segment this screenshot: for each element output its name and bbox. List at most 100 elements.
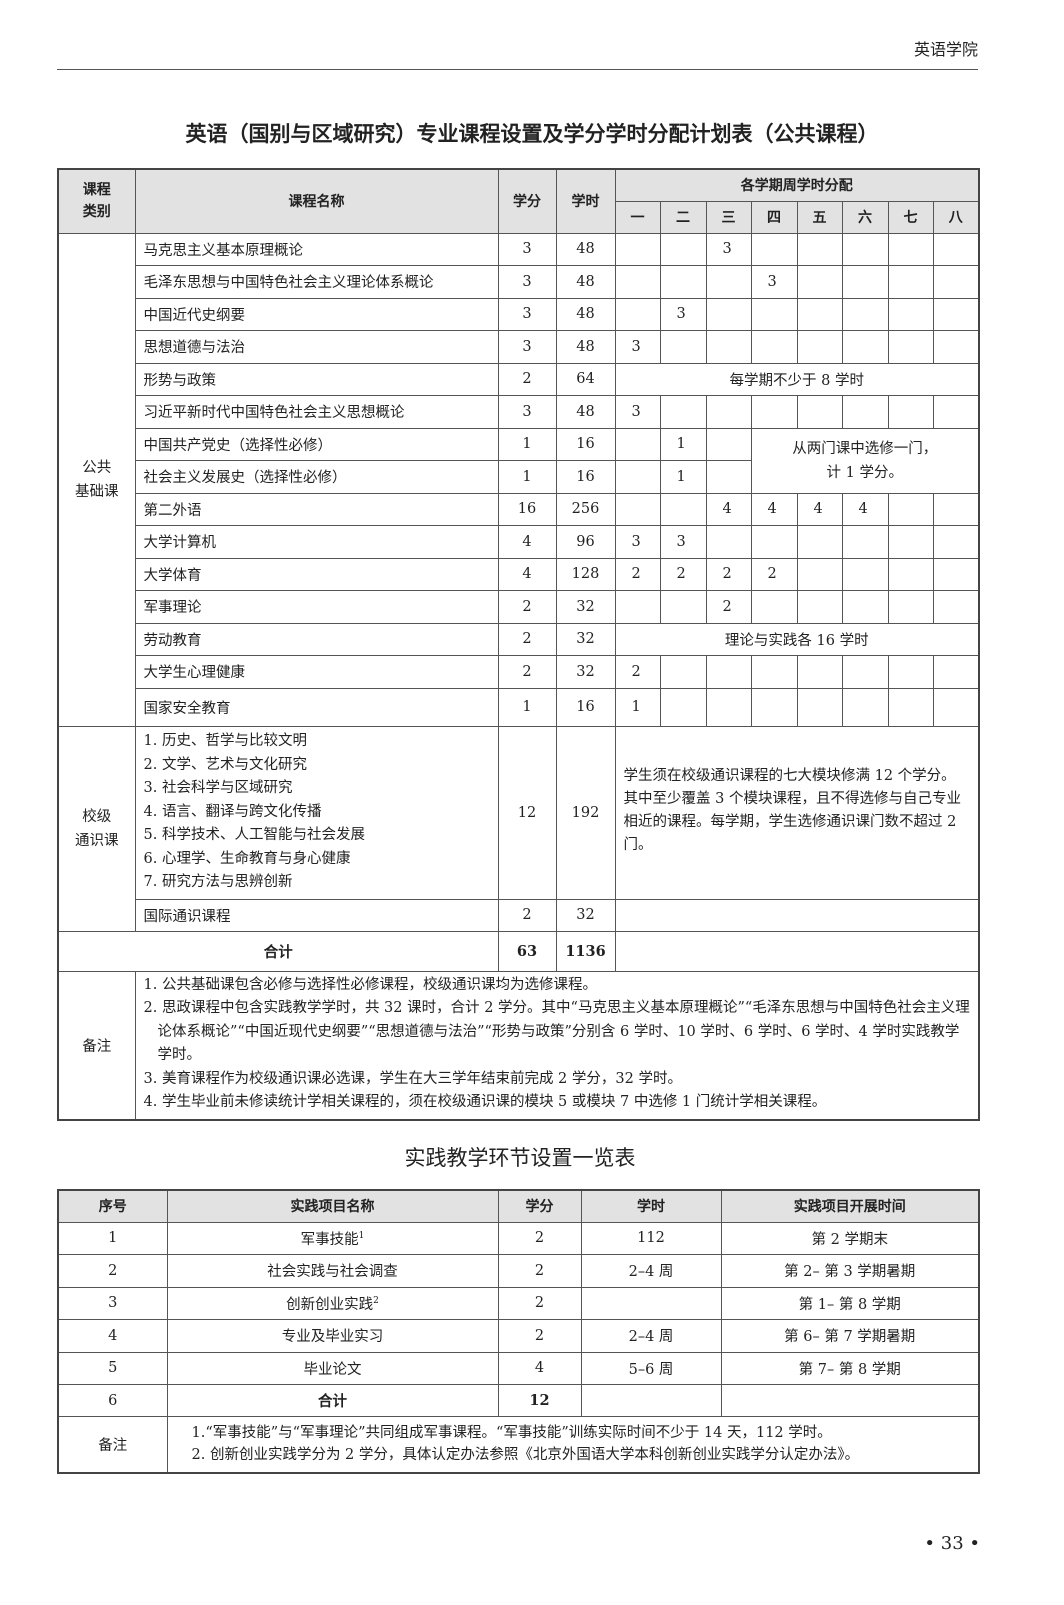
semester-hours — [614, 427, 661, 461]
semester-hours — [841, 265, 889, 299]
semester-hours: 2 — [614, 655, 661, 689]
practice-time: 第 7– 第 8 学期 — [720, 1351, 980, 1385]
course-name: 国家安全教育 — [134, 687, 499, 727]
semester-hours — [841, 590, 889, 624]
semester-hours — [705, 460, 752, 494]
semester-hours — [887, 297, 934, 331]
elective-note: 从两门课中选修一门， 计 1 学分。 — [750, 427, 980, 494]
course-credits: 1 — [497, 460, 557, 494]
course-credits: 2 — [497, 362, 557, 396]
course-hours: 48 — [555, 297, 616, 331]
semester-hours: 2 — [705, 557, 752, 591]
course-name: 中国近代史纲要 — [134, 297, 499, 331]
intl-hours: 32 — [555, 898, 616, 932]
practice-name-text: 毕业论文 — [303, 1361, 362, 1378]
practice-name: 社会实践与社会调查 — [166, 1254, 499, 1288]
empty-cell — [614, 898, 980, 932]
semester-hours: 4 — [841, 492, 889, 526]
total-credits: 63 — [497, 930, 557, 972]
page-number: • 33 • — [924, 1533, 980, 1554]
practice-time: 第 2 学期末 — [720, 1221, 980, 1255]
row-number: 5 — [57, 1351, 168, 1385]
header-row: 课程 类别 课程名称 学分 学时 各学期周学时分配 — [57, 168, 980, 234]
semester-hours — [659, 492, 707, 526]
course-row: 公共 基础课 马克思主义基本原理概论 3 48 3 — [57, 232, 980, 727]
header-semester-2: 二 — [659, 200, 707, 234]
course-name: 习近平新时代中国特色社会主义思想概论 — [134, 395, 499, 429]
course-row: 军事理论 2 32 2 — [58, 590, 980, 624]
header-rule — [57, 69, 978, 70]
category-gen-ed: 校级 通识课 — [57, 725, 136, 932]
intl-credits: 2 — [497, 898, 557, 932]
header-col-1: 序号 — [57, 1189, 168, 1223]
semester-hours — [932, 232, 980, 266]
gen-ed-modules: 1. 历史、哲学与比较文明 2. 文学、艺术与文化研究 3. 社会科学与区域研究… — [134, 725, 499, 900]
course-credits: 3 — [497, 232, 557, 266]
semester-hours: 4 — [750, 492, 798, 526]
practice-row: 4 专业及毕业实习 2 2–4 周第 6– 第 7 学期暑期 — [57, 1319, 980, 1353]
course-row: 形势与政策 2 64 每学期不少于 8 学时 — [58, 362, 980, 396]
practice-credits: 4 — [497, 1351, 582, 1385]
intl-row: 国际通识课程 2 32 — [58, 898, 980, 932]
header-col-2: 实践项目名称 — [166, 1189, 499, 1223]
course-name: 劳动教育 — [134, 622, 499, 656]
semester-hours — [750, 232, 798, 266]
header-semester-4: 四 — [750, 200, 798, 234]
semester-hours — [932, 525, 980, 559]
remark-item: 2. 思政课程中包含实践教学学时，共 32 课时，合计 2 学分。其中“马克思主… — [143, 1000, 970, 1063]
course-credits: 16 — [497, 492, 557, 526]
semester-hours — [932, 492, 980, 526]
course-credits: 4 — [497, 525, 557, 559]
course-name: 思想道德与法治 — [134, 330, 499, 364]
running-header: 英语学院 — [913, 40, 978, 59]
semester-hours — [932, 557, 980, 591]
course-hours: 16 — [555, 427, 616, 461]
practice-hours: 5–6 周 — [580, 1351, 722, 1385]
empty-cell — [614, 930, 980, 972]
header-col-5: 实践项目开展时间 — [720, 1189, 980, 1223]
practice-time: 第 2– 第 3 学期暑期 — [720, 1254, 980, 1288]
course-name: 大学生心理健康 — [134, 655, 499, 689]
semester-hours — [841, 395, 889, 429]
semester-hours — [705, 427, 752, 461]
remarks-content: 1. 公共基础课包含必修与选择性必修课程，校级通识课均为选修课程。 2. 思政课程… — [134, 970, 980, 1120]
remark-item: 2. 创新创业实践学分为 2 学分，具体认定办法参照《北京外国语大学本科创新创业… — [191, 1447, 860, 1464]
course-hours: 48 — [555, 232, 616, 266]
header-row: 一二三四五六七八 — [58, 200, 980, 234]
semester-hours: 4 — [796, 492, 843, 526]
course-row: 中国共产党史（选择性必修） 1 16 1 从两门课中选修一门， 计 1 学分。 — [58, 427, 980, 494]
practice-credits: 2 — [497, 1319, 582, 1353]
semester-hours — [750, 687, 798, 727]
semester-hours — [932, 687, 980, 727]
practice-hours — [580, 1286, 722, 1320]
practice-row: 1 军事技能1 2 112 第 2 学期末 — [57, 1221, 980, 1255]
header-name: 课程名称 — [134, 168, 499, 234]
semester-hours — [796, 297, 843, 331]
semester-hours — [887, 655, 934, 689]
gen-ed-note: 学生须在校级通识课程的七大模块修满 12 个学分。其中至少覆盖 3 个模块课程，… — [614, 725, 980, 900]
total-label: 合计 — [166, 1384, 499, 1417]
semester-hours — [887, 395, 934, 429]
gen-ed-hours: 192 — [555, 725, 616, 900]
practice-name-text: 社会实践与社会调查 — [267, 1264, 398, 1281]
practice-name: 创新创业实践2 — [166, 1286, 499, 1320]
course-row: 思想道德与法治 3 48 3 — [58, 330, 980, 364]
semester-hours — [887, 557, 934, 591]
practice-name: 专业及毕业实习 — [166, 1319, 499, 1353]
practice-credits: 2 — [497, 1254, 582, 1288]
course-row: 习近平新时代中国特色社会主义思想概论 3 48 3 — [58, 395, 980, 429]
semester-hours — [887, 265, 934, 299]
semester-hours — [659, 265, 707, 299]
row-number: 2 — [57, 1254, 168, 1288]
semester-note: 每学期不少于 8 学时 — [614, 362, 980, 396]
header-row: 序号 实践项目名称 学分 学时 实践项目开展时间 — [57, 1189, 980, 1223]
practice-hours: 112 — [580, 1221, 722, 1255]
semester-hours — [614, 492, 661, 526]
course-hours: 48 — [555, 395, 616, 429]
semester-hours — [750, 590, 798, 624]
course-name: 形势与政策 — [134, 362, 499, 396]
semester-hours — [614, 590, 661, 624]
semester-hours — [750, 525, 798, 559]
course-credits: 1 — [497, 427, 557, 461]
